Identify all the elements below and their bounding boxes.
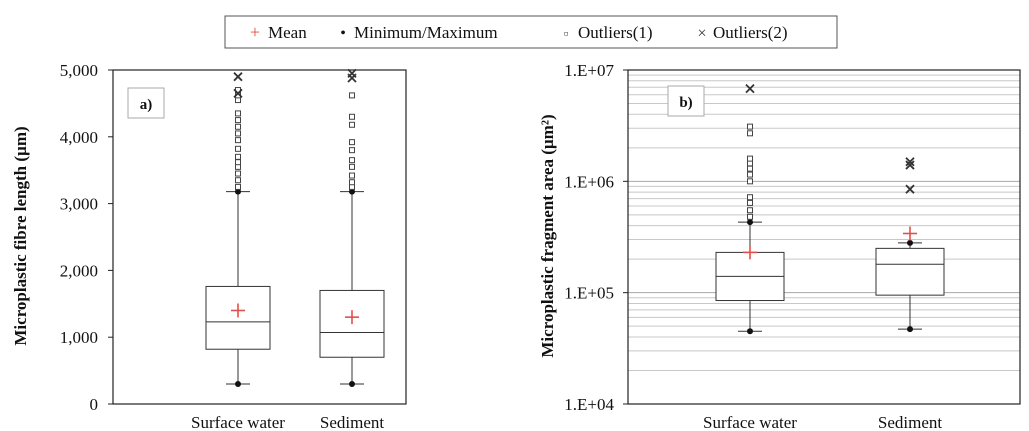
outlier1-marker: [235, 110, 241, 117]
max-marker: [235, 188, 241, 195]
legend-outliers1-icon: ▫: [564, 27, 569, 42]
outlier1-marker: [747, 171, 753, 178]
outlier1-marker: [349, 139, 355, 146]
outlier1-marker: [235, 170, 241, 177]
outlier1-marker: [235, 159, 241, 166]
y-tick-label: 1.E+07: [564, 61, 614, 80]
outlier1-marker: [235, 145, 241, 152]
outlier1-marker: [747, 160, 753, 167]
legend-outliers1-label: Outliers(1): [578, 23, 653, 42]
outlier1-marker: [349, 147, 355, 154]
outlier1-marker: [235, 183, 241, 190]
min-marker: [349, 380, 355, 387]
panel-b: 1.E+04 1.E+05 1.E+06 1.E+07 Surface water Sed…: [538, 61, 1021, 431]
panel-b-marks: [715, 84, 945, 335]
plot-frame: [627, 69, 1021, 405]
y-tick-label: 5,000: [60, 61, 98, 80]
outlier1-marker: [349, 179, 355, 186]
panel-b-label: b): [679, 95, 692, 111]
outlier1-marker: [747, 199, 753, 206]
panel-a-label: a): [140, 97, 153, 113]
panel-a-ylabel: Microplastic fibre length (µm): [11, 126, 30, 345]
box-1: [875, 157, 945, 333]
outlier1-marker: [349, 157, 355, 164]
outlier1-marker: [349, 113, 355, 120]
panel-a-label-box: [127, 87, 165, 119]
y-tick-label: 4,000: [60, 128, 98, 147]
legend-outliers2-label: Outliers(2): [713, 23, 788, 42]
y-tick-label: 1,000: [60, 328, 98, 347]
panel-b-label-box: [667, 85, 705, 117]
outlier1-marker: [747, 194, 753, 201]
plot-frame: [112, 69, 407, 405]
y-tick-label: 0: [90, 395, 99, 414]
panel-a-marks: [205, 68, 385, 387]
outlier1-marker: [235, 153, 241, 160]
outlier2-marker: [233, 88, 243, 99]
box-0: [715, 84, 785, 335]
y-tick-label: 1.E+05: [564, 284, 614, 303]
outlier1-marker: [349, 172, 355, 179]
y-tick-label: 3,000: [60, 195, 98, 214]
box-0: [205, 72, 271, 387]
max-marker: [349, 188, 355, 195]
legend-mean-icon: +: [250, 22, 260, 42]
outlier1-marker: [747, 123, 753, 130]
min-marker: [907, 326, 913, 333]
legend-frame: [224, 15, 838, 49]
max-marker: [907, 239, 913, 246]
outlier1-marker: [235, 177, 241, 184]
box-iqr: [205, 285, 271, 350]
outlier1-marker: [747, 155, 753, 162]
outlier1-marker: [349, 163, 355, 170]
outlier1-marker: [747, 130, 753, 137]
outlier2-marker: [905, 157, 915, 167]
panel-a: 0 1,000 2,000 3,000 4,000 5,000 Surface water S…: [11, 61, 407, 431]
y-tick-label: 1.E+06: [564, 172, 614, 191]
min-marker: [235, 380, 241, 387]
x-category-label: Surface water: [191, 413, 285, 431]
outlier1-marker: [235, 137, 241, 144]
legend-minmax-icon: •: [340, 25, 346, 42]
x-category-label: Sediment: [320, 413, 384, 431]
legend-outliers2-icon: ×: [697, 25, 706, 42]
x-category-label: Sediment: [878, 413, 942, 431]
outlier1-marker: [747, 178, 753, 185]
max-marker: [747, 219, 753, 226]
outlier2-marker: [233, 72, 243, 82]
legend-mean-label: Mean: [268, 23, 307, 42]
outlier1-marker: [349, 92, 355, 99]
outlier2-marker: [745, 84, 755, 94]
outlier1-marker: [747, 165, 753, 172]
y-tick-label: 1.E+04: [564, 395, 614, 414]
panel-b-axes: 1.E+04 1.E+05 1.E+06 1.E+07 Surface water Sed…: [564, 61, 1021, 431]
outlier1-marker: [747, 207, 753, 214]
outlier1-marker: [235, 130, 241, 137]
panel-a-axes: 0 1,000 2,000 3,000 4,000 5,000 Surface water S…: [60, 61, 407, 431]
outlier1-marker: [747, 213, 753, 220]
box-iqr: [875, 247, 945, 296]
legend-minmax-label: Minimum/Maximum: [354, 23, 498, 42]
outlier1-marker: [235, 117, 241, 124]
legend: + Mean • Minimum/Maximum ▫ Outliers(1) ×…: [224, 15, 838, 49]
x-category-label: Surface water: [703, 413, 797, 431]
panel-b-grid: [628, 69, 1020, 405]
outlier2-marker: [905, 184, 915, 194]
outlier2-marker: [347, 68, 357, 78]
box-1: [319, 68, 385, 387]
panel-b-ylabel: Microplastic fragment area (µm²): [538, 114, 557, 357]
min-marker: [747, 328, 753, 335]
outlier1-marker: [349, 121, 355, 128]
y-tick-label: 2,000: [60, 261, 98, 280]
outlier2-marker: [905, 160, 915, 170]
outlier1-marker: [235, 123, 241, 130]
